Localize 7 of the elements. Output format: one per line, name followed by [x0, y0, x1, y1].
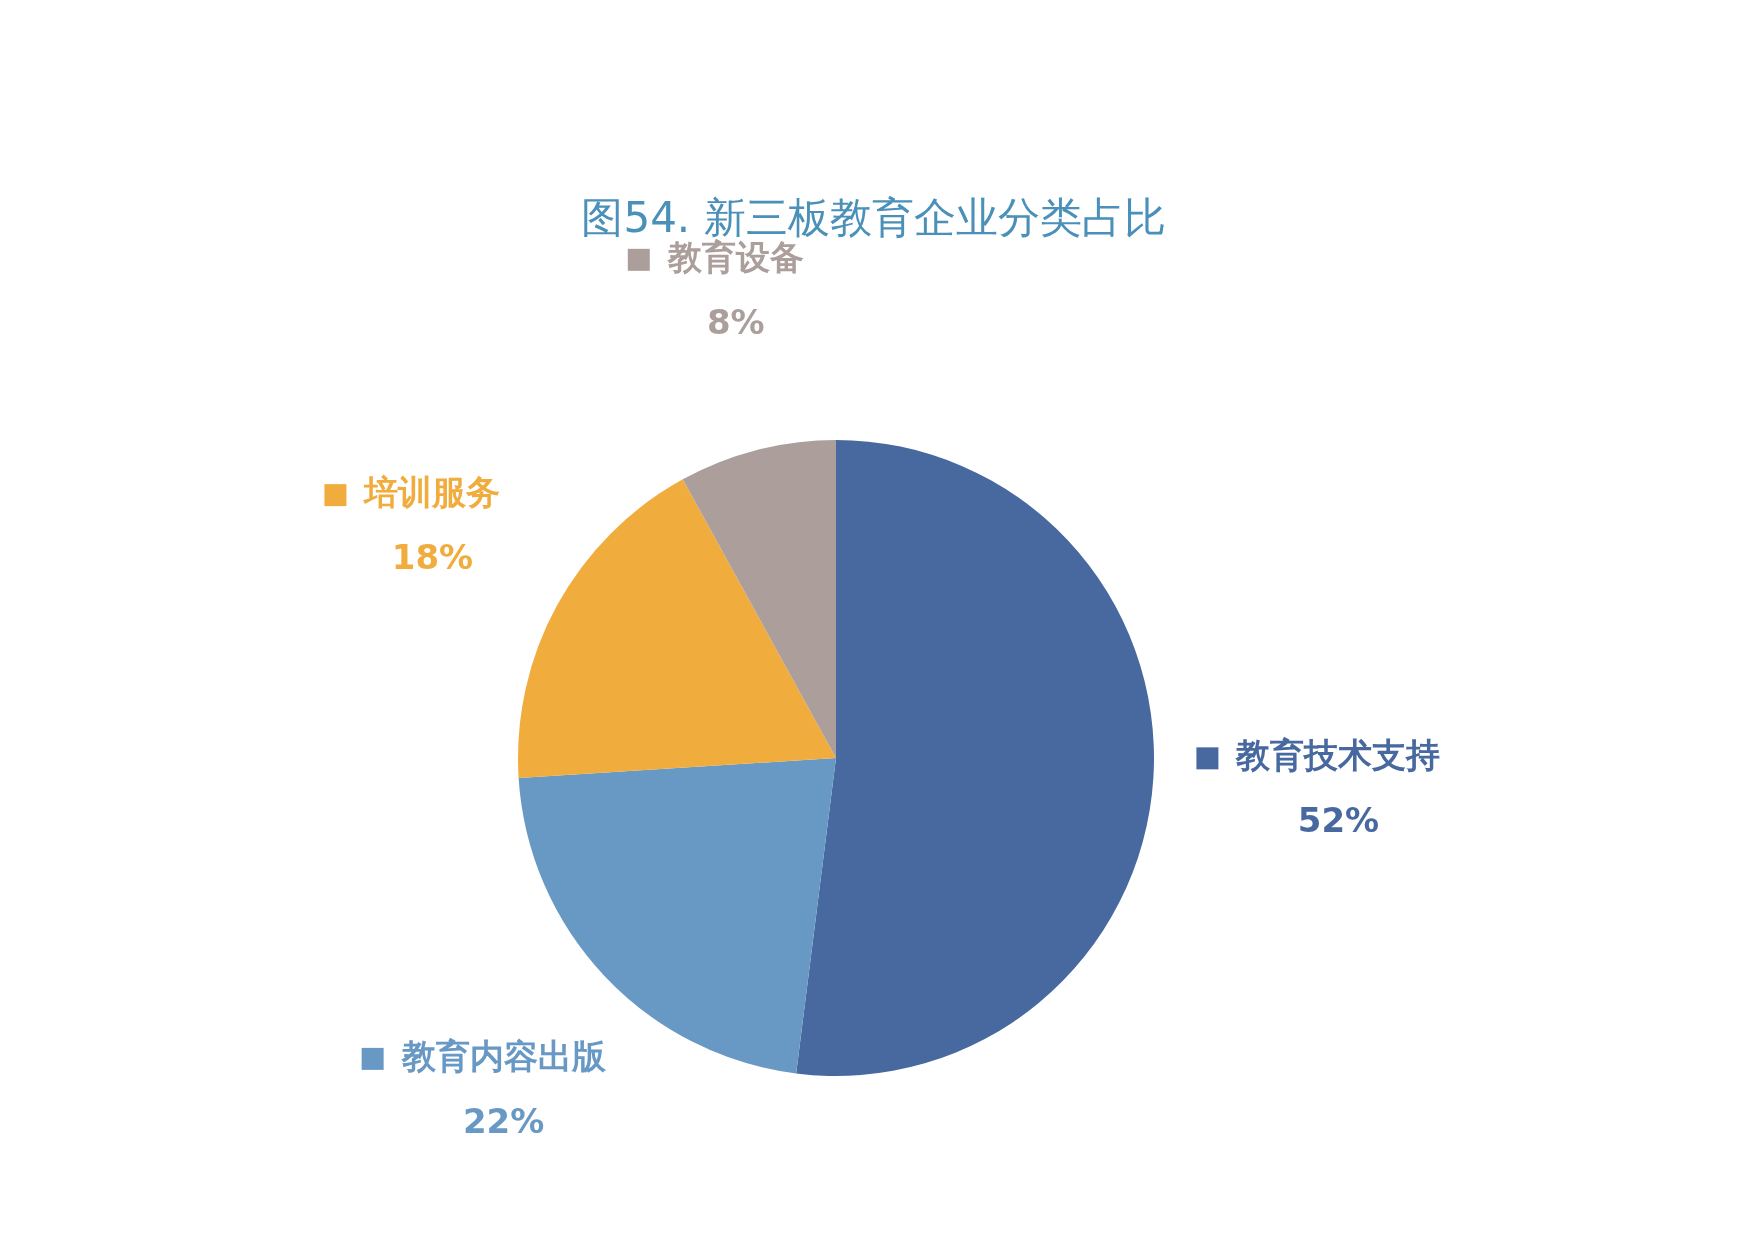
legend-label: 教育内容出版: [400, 1035, 607, 1076]
legend-label: 教育技术支持: [1235, 735, 1441, 776]
data-label: 22%: [462, 1100, 545, 1141]
data-label: 8%: [706, 301, 765, 342]
data-label: 52%: [1297, 800, 1380, 841]
data-label: 18%: [391, 536, 474, 577]
legend-label: 培训服务: [362, 471, 501, 512]
